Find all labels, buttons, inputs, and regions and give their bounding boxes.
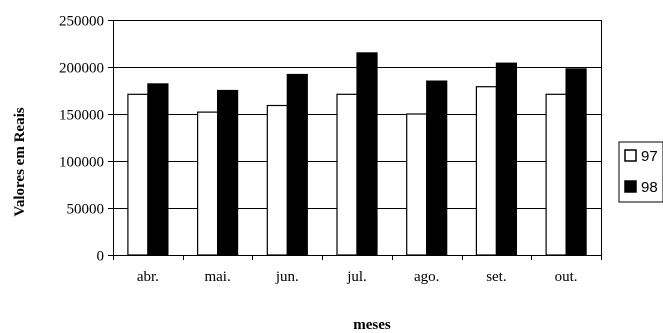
y-tick-labels: 0 50000 100000 150000 200000 250000	[59, 14, 104, 265]
bar-98-mai	[217, 89, 239, 256]
y-tick-label: 250000	[59, 14, 104, 30]
x-tick-labels: abr. mai. jun. jul. ago. set. out.	[137, 269, 578, 285]
legend-label-97: 97	[641, 148, 658, 165]
bar-97-mai	[197, 111, 219, 256]
bar-98-set	[495, 62, 517, 256]
legend-label-98: 98	[641, 179, 658, 196]
x-tick-label: jul.	[346, 269, 367, 285]
bar-97-ago	[406, 113, 428, 256]
y-tick-label: 200000	[59, 61, 104, 77]
x-tick-label: out.	[555, 269, 578, 285]
legend-swatch-98	[624, 180, 637, 193]
bar-97-set	[475, 86, 497, 256]
plot-frame	[113, 20, 602, 256]
bar-97-out	[545, 93, 567, 256]
y-tick-label: 100000	[59, 155, 104, 171]
bar-98-jun	[286, 73, 308, 256]
y-axis-title: Valores em Reais	[12, 107, 28, 216]
bar-97-abr	[127, 93, 149, 256]
bars-group	[127, 52, 587, 256]
legend-swatch-97	[624, 149, 637, 162]
y-tick-label: 0	[97, 249, 105, 265]
x-axis-title: meses	[353, 317, 391, 333]
x-tick-label: ago.	[414, 269, 439, 285]
bar-98-ago	[426, 80, 448, 256]
bar-98-jul	[356, 52, 378, 256]
axes	[108, 20, 602, 260]
legend: 97 98	[618, 141, 663, 203]
y-tick-label: 150000	[59, 108, 104, 124]
bar-98-out	[565, 68, 587, 256]
x-tick-label: abr.	[137, 269, 159, 285]
bar-97-jul	[336, 93, 358, 256]
x-tick-label: jun.	[275, 269, 299, 285]
bar-98-abr	[147, 83, 169, 256]
x-tick-label: mai.	[204, 269, 230, 285]
x-tick-label: set.	[486, 269, 506, 285]
bar-97-jun	[266, 104, 288, 256]
y-tick-label: 50000	[67, 202, 105, 218]
